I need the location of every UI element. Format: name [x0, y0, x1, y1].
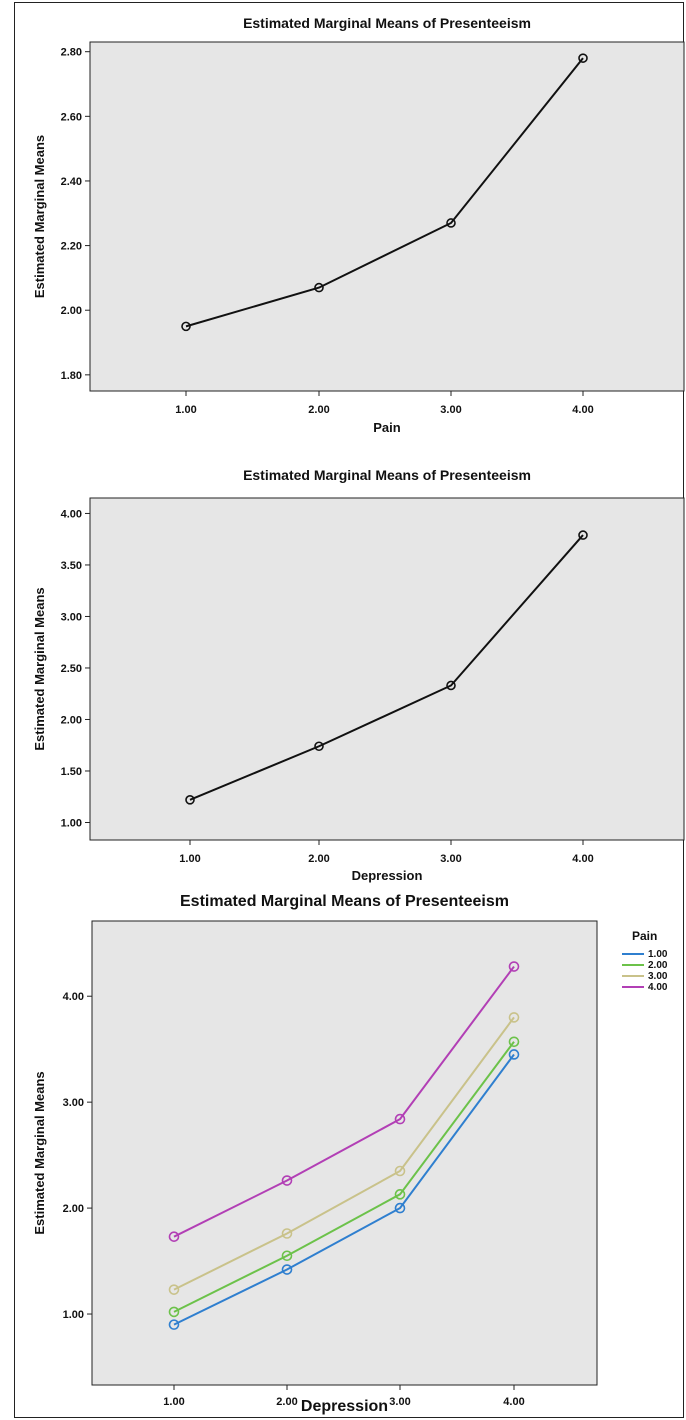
legend-title: Pain	[632, 929, 657, 943]
chart-1: Estimated Marginal Means of Presenteeism…	[32, 15, 685, 435]
chart-title: Estimated Marginal Means of Presenteeism	[243, 15, 531, 31]
data-point	[578, 53, 588, 63]
legend-item-label: 1.00	[648, 949, 668, 960]
plot-area	[89, 497, 685, 841]
y-tick-label: 1.00	[61, 817, 82, 829]
x-tick-label: 3.00	[389, 1396, 410, 1408]
y-tick-label: 1.80	[61, 370, 82, 382]
series-line	[185, 57, 584, 328]
data-point	[394, 1165, 406, 1177]
x-tick-label: 1.00	[163, 1396, 184, 1408]
series-line	[173, 965, 515, 1238]
x-tick-label: 2.00	[308, 404, 329, 416]
x-axis-label: Depression	[352, 868, 423, 883]
y-axis-label: Estimated Marginal Means	[32, 587, 47, 750]
y-tick-label: 2.00	[61, 305, 82, 317]
chart-title: Estimated Marginal Means of Presenteeism	[180, 893, 509, 910]
data-point	[281, 1250, 293, 1262]
data-point	[314, 282, 324, 293]
chart-3: Estimated Marginal Means of Presenteeism…	[32, 893, 668, 1415]
legend-item-label: 3.00	[648, 971, 668, 982]
data-point	[394, 1189, 406, 1200]
data-point	[446, 680, 456, 691]
data-point	[281, 1228, 293, 1239]
x-tick-label: 2.00	[276, 1396, 297, 1408]
data-point	[508, 1049, 520, 1060]
data-point	[446, 218, 456, 228]
data-point	[394, 1113, 406, 1125]
data-point	[168, 1319, 180, 1330]
x-tick-label: 3.00	[440, 404, 461, 416]
x-tick-label: 4.00	[503, 1396, 524, 1408]
plot-area	[91, 920, 598, 1386]
y-tick-label: 3.00	[61, 611, 82, 623]
data-point	[508, 1036, 520, 1048]
data-point	[281, 1264, 293, 1275]
y-tick-label: 2.60	[61, 111, 82, 123]
data-point	[394, 1202, 406, 1214]
x-axis-label: Pain	[373, 420, 401, 435]
y-tick-label: 1.00	[63, 1309, 84, 1321]
x-tick-label: 3.00	[440, 853, 461, 865]
data-point	[508, 961, 520, 972]
data-point	[181, 321, 191, 332]
data-point	[578, 530, 588, 540]
y-tick-label: 1.50	[61, 766, 82, 778]
x-tick-label: 4.00	[572, 853, 593, 865]
data-point	[185, 795, 195, 805]
y-tick-label: 2.80	[61, 47, 82, 59]
legend-item-label: 4.00	[648, 982, 668, 993]
x-tick-label: 2.00	[308, 853, 329, 865]
y-tick-label: 2.00	[61, 714, 82, 726]
data-point	[168, 1231, 180, 1242]
series-line	[173, 1016, 515, 1291]
plot-area	[89, 41, 685, 392]
series-line	[173, 1053, 515, 1326]
y-tick-label: 3.50	[61, 560, 82, 572]
y-tick-label: 2.00	[63, 1203, 84, 1215]
y-tick-label: 4.00	[63, 991, 84, 1003]
data-point	[168, 1284, 180, 1295]
legend: Pain 1.002.003.004.00	[622, 929, 668, 993]
x-tick-label: 1.00	[179, 853, 200, 865]
y-axis-label: Estimated Marginal Means	[32, 135, 47, 298]
data-point	[168, 1306, 180, 1318]
legend-item-label: 2.00	[648, 960, 668, 971]
y-axis-label: Estimated Marginal Means	[32, 1071, 47, 1234]
series-line	[189, 534, 584, 801]
data-point	[508, 1012, 520, 1023]
x-tick-label: 4.00	[572, 404, 593, 416]
y-tick-label: 2.20	[61, 241, 82, 253]
y-tick-label: 4.00	[61, 508, 82, 520]
x-axis-label: Depression	[301, 1398, 388, 1415]
chart-title: Estimated Marginal Means of Presenteeism	[243, 467, 531, 483]
x-tick-label: 1.00	[175, 404, 196, 416]
chart-2: Estimated Marginal Means of Presenteeism…	[32, 467, 685, 883]
series-line	[173, 1041, 515, 1313]
y-tick-label: 2.50	[61, 663, 82, 675]
data-point	[314, 741, 324, 752]
data-point	[281, 1175, 293, 1186]
y-tick-label: 2.40	[61, 176, 82, 188]
y-tick-label: 3.00	[63, 1097, 84, 1109]
